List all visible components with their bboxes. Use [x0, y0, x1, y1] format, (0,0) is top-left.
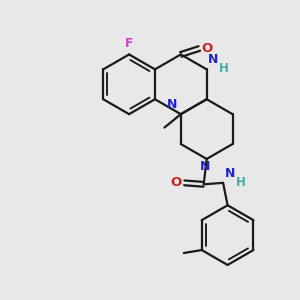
- Text: H: H: [236, 176, 245, 189]
- Text: N: N: [167, 98, 177, 111]
- Text: H: H: [219, 62, 229, 75]
- Text: O: O: [202, 42, 213, 55]
- Text: N: N: [208, 53, 218, 66]
- Text: O: O: [170, 176, 181, 189]
- Text: N: N: [200, 160, 210, 173]
- Text: N: N: [225, 167, 235, 180]
- Text: F: F: [125, 37, 133, 50]
